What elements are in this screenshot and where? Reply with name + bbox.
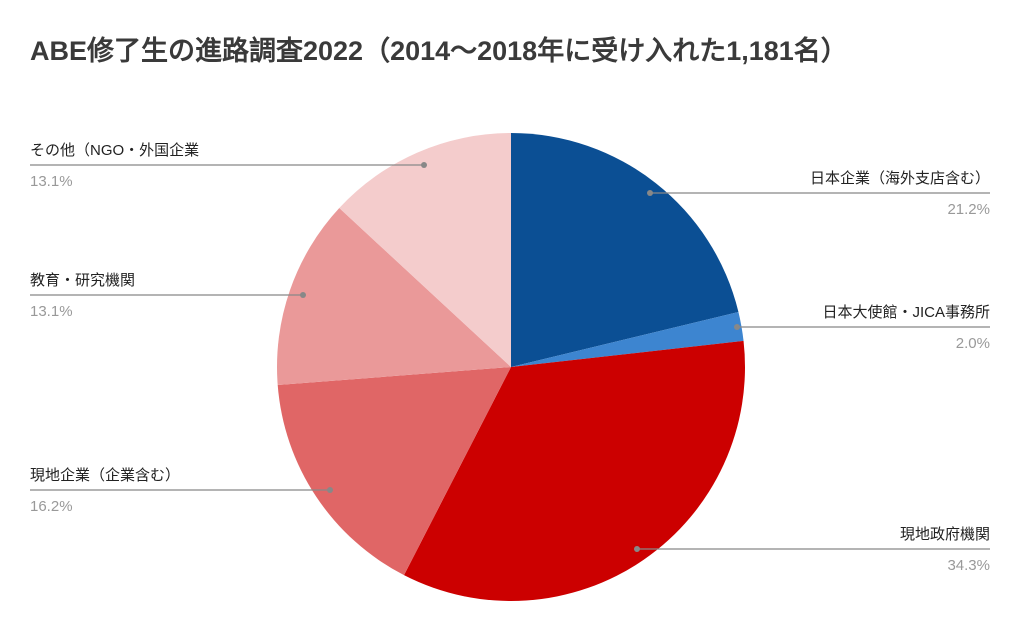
leader-dot [300, 292, 306, 298]
slice-value-label: 13.1% [30, 303, 73, 320]
slice-label: 教育・研究機関 [30, 272, 135, 289]
pie-slice [511, 311, 744, 367]
pie-slice [277, 208, 511, 386]
slice-label: 日本企業（海外支店含む） [810, 169, 990, 187]
leader-dot [647, 190, 653, 196]
slice-value-label: 13.1% [30, 173, 73, 190]
slice-label: 現地政府機関 [900, 526, 990, 543]
slice-value-label: 21.2% [947, 201, 990, 218]
chart-title: ABE修了生の進路調査2022（2014～2018年に受け入れた1,181名） [30, 36, 848, 66]
pie-slice [404, 340, 746, 602]
leader-dot [327, 487, 333, 493]
slice-value-label: 2.0% [956, 335, 990, 352]
slice-value-label: 16.2% [30, 498, 73, 515]
leader-dot [734, 324, 740, 330]
pie-slice [511, 133, 739, 367]
slice-label: 現地企業（企業含む） [30, 466, 180, 484]
leader-dot [634, 546, 640, 552]
slice-label: 日本大使館・JICA事務所 [822, 304, 990, 321]
pie-slice [277, 367, 511, 576]
pie-slice [339, 133, 511, 367]
leader-dot [421, 162, 427, 168]
slice-label: その他（NGO・外国企業 [30, 141, 199, 159]
slice-value-label: 34.3% [947, 557, 990, 574]
